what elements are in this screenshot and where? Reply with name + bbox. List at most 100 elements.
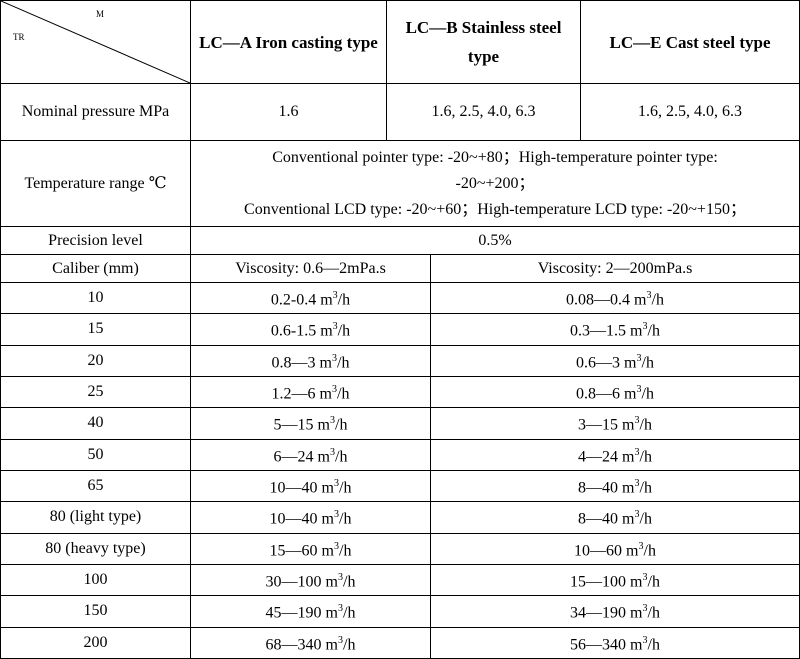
flow-high-cell: 0.6—3 m3/h [430,344,800,377]
caliber-cell: 50 [0,438,191,471]
flow-high-cell: 0.08—0.4 m3/h [430,281,800,315]
unit-superscript: 3 [338,571,343,583]
nominal-pressure-row: Nominal pressure MPa 1.6 1.6, 2.5, 4.0, … [0,83,800,141]
unit-suffix: /h [337,385,350,403]
unit-suffix: /h [343,635,356,653]
flow-range-value: 0.6—3 [576,353,621,371]
table-row: 150 45—190 m3/h 34—190 m3/h [0,595,800,628]
viscosity-high-header: Viscosity: 2—200mPa.s [430,254,800,283]
caliber-cell: 15 [0,313,191,346]
unit-suffix: /h [647,573,660,591]
flow-low-cell: 30—100 m3/h [190,563,431,597]
caliber-cell: 80 (light type) [0,501,191,534]
flow-low-cell: 6—24 m3/h [190,438,431,471]
flow-low-cell: 15—60 m3/h [190,532,431,565]
unit-suffix: /h [339,479,352,497]
unit-suffix: /h [339,510,352,528]
flow-high-cell: 56—340 m3/h [430,626,800,659]
flow-range-value: 15—60 [269,541,318,559]
unit-suffix: /h [343,604,356,622]
flow-range-value: 10—40 [269,479,318,497]
unit-prefix: m [626,573,643,591]
unit-superscript: 3 [332,290,338,301]
unit-superscript: 3 [330,415,335,427]
diagonal-bottom-label: TR [13,32,25,42]
unit-prefix: m [317,541,334,559]
unit-suffix: /h [647,604,660,622]
unit-suffix: /h [647,322,660,340]
caliber-header-row: Caliber (mm) Viscosity: 0.6—2mPa.s Visco… [0,254,800,283]
flow-high-cell: 4—24 m3/h [430,438,800,471]
unit-superscript: 3 [334,540,339,552]
table-row: 15 0.6-1.5 m3/h 0.3—1.5 m3/h [0,313,800,346]
unit-suffix: /h [641,385,654,403]
unit-prefix: m [315,385,332,403]
flow-range-value: 10—60 [574,541,623,559]
flow-high-cell: 34—190 m3/h [430,595,800,628]
viscosity-low-header: Viscosity: 0.6—2mPa.s [190,254,431,283]
precision-label: Precision level [0,226,191,255]
unit-prefix: m [618,416,635,434]
flow-range-value: 0.08—0.4 [566,291,631,309]
unit-superscript: 3 [338,603,343,615]
flow-low-cell: 0.8—3 m3/h [190,344,431,377]
unit-superscript: 3 [634,415,640,427]
unit-prefix: m [316,291,333,309]
flow-low-cell: 68—340 m3/h [190,626,431,659]
unit-suffix: /h [335,416,348,434]
unit-prefix: m [626,322,643,340]
flow-high-cell: 3—15 m3/h [430,407,800,440]
flow-high-cell: 10—60 m3/h [430,532,800,565]
flow-range-value: 8—40 [578,510,619,528]
table-row: 40 5—15 m3/h 3—15 m3/h [0,407,800,440]
flow-range-value: 0.2-0.4 [270,291,317,309]
flow-high-cell: 8—40 m3/h [430,469,800,503]
caliber-cell: 200 [0,626,191,659]
table-row: 100 30—100 m3/h 15—100 m3/h [0,563,800,597]
caliber-cell: 150 [0,595,191,628]
header-row: M TR LC—A Iron casting type LC—B Stainle… [0,0,800,84]
flow-range-value: 10—40 [269,510,318,528]
flow-range-value: 4—24 [578,447,619,465]
flow-range-value: 0.3—1.5 [570,322,627,340]
table-row: 80 (heavy type) 15—60 m3/h 10—60 m3/h [0,532,800,565]
unit-prefix: m [620,353,637,371]
unit-prefix: m [626,604,643,622]
caliber-cell: 100 [0,563,191,597]
caliber-cell: 80 (heavy type) [0,532,191,565]
unit-prefix: m [313,447,330,465]
unit-superscript: 3 [334,509,339,521]
unit-prefix: m [315,353,332,371]
unit-prefix: m [317,510,334,528]
nominal-pressure-lc-a: 1.6 [190,83,387,141]
flow-high-cell: 0.8—6 m3/h [430,375,800,409]
caliber-cell: 40 [0,407,191,440]
unit-prefix: m [626,635,643,653]
flow-low-cell: 45—190 m3/h [190,595,431,628]
table-row: 20 0.8—3 m3/h 0.6—3 m3/h [0,344,800,377]
unit-superscript: 3 [332,383,337,395]
table-row: 200 68—340 m3/h 56—340 m3/h [0,626,800,659]
unit-prefix: m [630,291,647,309]
unit-suffix: /h [651,291,664,309]
unit-prefix: m [316,322,333,340]
precision-row: Precision level 0.5% [0,226,800,255]
flow-range-value: 34—190 [570,604,627,622]
flow-high-cell: 8—40 m3/h [430,501,800,534]
flow-range-value: 30—100 [265,573,322,591]
unit-superscript: 3 [638,540,644,552]
flow-high-cell: 0.3—1.5 m3/h [430,313,800,346]
temperature-label: Temperature range ℃ [0,140,191,227]
caliber-label: Caliber (mm) [0,254,191,283]
unit-superscript: 3 [332,321,338,333]
unit-prefix: m [321,604,338,622]
temperature-row: Temperature range ℃ Conventional pointer… [0,140,800,227]
unit-suffix: /h [337,322,351,340]
table-row: 50 6—24 m3/h 4—24 m3/h [0,438,800,471]
unit-suffix: /h [337,291,351,309]
unit-suffix: /h [647,635,660,653]
unit-superscript: 3 [642,321,648,333]
caliber-cell: 25 [0,375,191,409]
unit-suffix: /h [639,479,652,497]
diagonal-header-cell: M TR [0,0,191,84]
